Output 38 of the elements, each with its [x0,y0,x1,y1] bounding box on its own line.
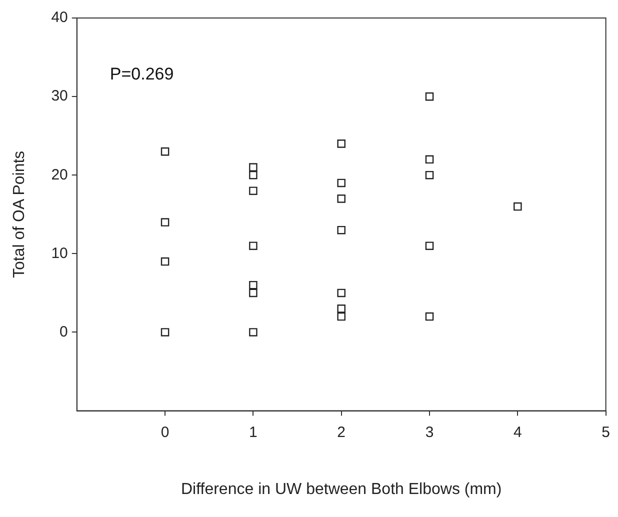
x-tick-label: 5 [602,424,610,441]
point [425,155,434,164]
x-tick-label: 0 [160,424,170,441]
point [160,147,170,156]
point [337,140,346,148]
point [337,304,346,313]
point [514,202,522,211]
point [337,288,346,298]
point [249,242,258,250]
y-tick-label: 0 [60,323,68,340]
annotation: P=0.269 [110,64,174,84]
point [425,170,434,180]
point [249,186,258,195]
point [160,328,170,336]
x-tick-label: 4 [514,424,522,441]
point [249,170,258,180]
point [337,178,346,188]
y-tick-label: 20 [51,166,68,184]
x-tick-label: 3 [425,424,434,441]
point [249,163,258,172]
point [249,280,258,290]
y-tick-label: 30 [51,88,68,105]
point [337,194,346,203]
x-tick-label: 1 [249,424,258,441]
point [337,226,346,234]
x-axis-title: Difference in UW between Both Elbows (mm) [180,480,502,498]
x-tick-label: 2 [337,424,346,441]
point [425,92,434,101]
y-tick-label: 10 [51,244,68,262]
point [160,218,170,226]
y-tick-label: 40 [51,9,68,26]
point [249,288,258,298]
point [425,312,434,321]
point [337,312,346,321]
point [249,328,258,336]
point [425,242,434,250]
y-axis-title: Total of OA Points [11,150,28,278]
point [160,257,170,266]
